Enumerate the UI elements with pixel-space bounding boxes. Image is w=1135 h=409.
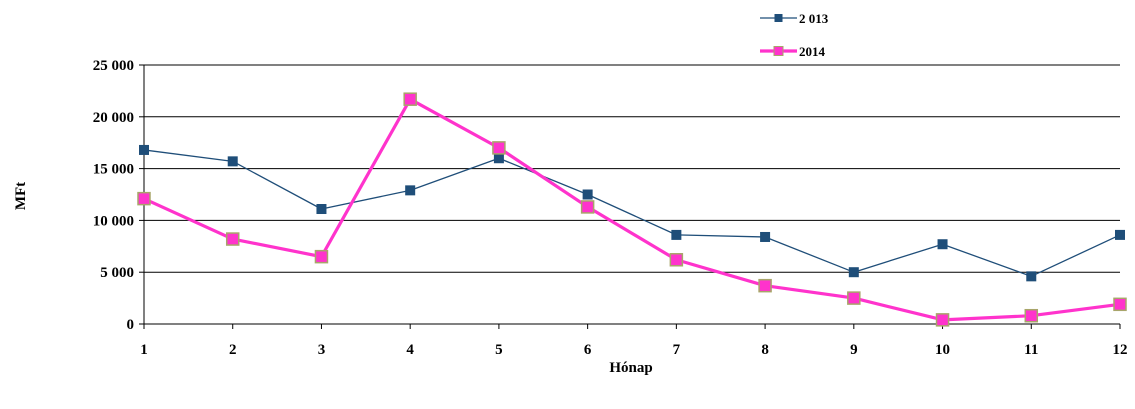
data-point-1 (847, 291, 861, 305)
x-tick-label: 4 (406, 342, 414, 358)
x-tick-label: 10 (935, 342, 950, 358)
legend-swatch-marker (773, 46, 784, 56)
x-tick-label: 3 (318, 342, 326, 358)
data-point-0 (405, 185, 416, 196)
x-tick-label: 6 (584, 342, 592, 358)
data-point-0 (139, 144, 149, 155)
x-tick-label: 7 (673, 342, 681, 358)
y-axis-ticks: 0 5 000 10 000 15 000 20 000 25 000 (93, 58, 144, 333)
data-point-1 (225, 232, 240, 246)
x-tick-label: 2 (229, 342, 237, 358)
legend-swatch-marker (774, 14, 783, 22)
x-axis-title: Hónap (609, 360, 652, 376)
legend-label: 2 013 (799, 11, 829, 26)
data-point-1 (580, 200, 595, 214)
y-tick-label: 20 000 (93, 110, 134, 126)
data-point-1 (758, 278, 772, 293)
x-tick-label: 8 (761, 342, 769, 358)
x-tick-label: 12 (1113, 342, 1128, 358)
x-axis-ticks: 1 2 3 4 5 6 7 8 9 10 11 12 (140, 324, 1128, 358)
y-tick-label: 5 000 (100, 265, 134, 281)
data-point-0 (582, 189, 593, 200)
data-point-0 (937, 239, 948, 250)
data-point-0 (1115, 229, 1125, 240)
data-point-1 (137, 191, 151, 206)
data-point-0 (227, 156, 238, 167)
x-tick-label: 9 (850, 342, 858, 358)
data-point-1 (1024, 308, 1039, 323)
x-tick-label: 11 (1024, 342, 1038, 358)
y-tick-label: 10 000 (93, 213, 134, 229)
legend: 2 013 2014 (760, 11, 829, 59)
gridlines (144, 64, 1120, 273)
series-line-1 (143, 97, 1121, 322)
series-layer (137, 92, 1127, 327)
data-point-1 (669, 253, 684, 267)
y-axis-title: MFt (13, 182, 29, 210)
data-point-0 (1026, 271, 1037, 282)
series-line-0 (143, 149, 1121, 277)
data-point-0 (760, 231, 771, 242)
data-point-1 (314, 249, 329, 264)
data-point-0 (848, 267, 859, 278)
y-tick-label: 0 (127, 317, 135, 333)
data-point-0 (671, 229, 682, 240)
y-tick-label: 25 000 (93, 58, 134, 74)
data-point-1 (1113, 297, 1127, 312)
data-point-1 (935, 313, 950, 327)
data-point-1 (492, 141, 506, 155)
y-tick-label: 15 000 (93, 162, 134, 178)
x-tick-label: 1 (140, 342, 148, 358)
data-point-0 (493, 153, 504, 164)
x-tick-label: 5 (495, 342, 503, 358)
axes (143, 65, 1120, 325)
data-point-1 (403, 92, 417, 106)
data-point-0 (316, 204, 327, 215)
legend-label: 2014 (799, 44, 826, 59)
